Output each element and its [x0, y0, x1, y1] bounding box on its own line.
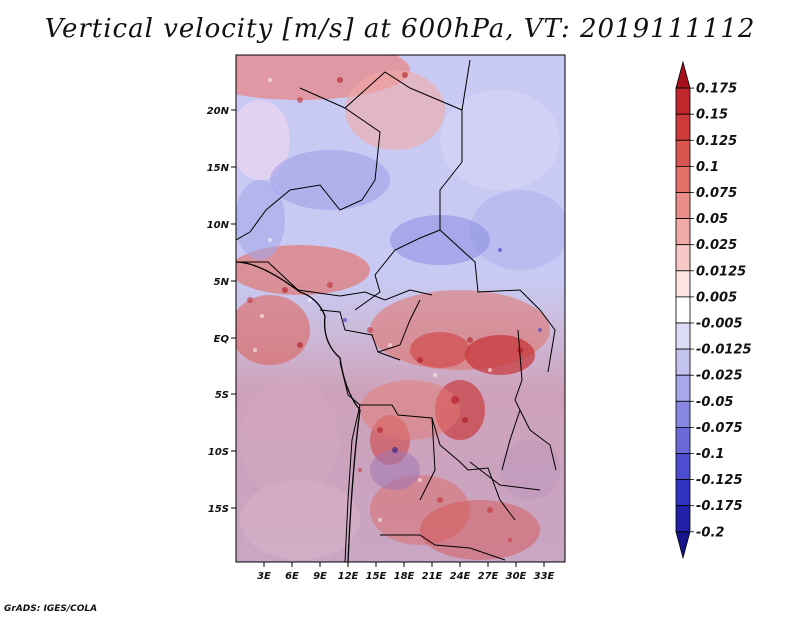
colorbar-label: 0.005	[696, 290, 737, 305]
lat-label: 20N	[207, 106, 230, 117]
lat-label: 10N	[207, 220, 230, 231]
colorbar-label: 0.15	[696, 108, 728, 123]
colorbar-label: -0.075	[696, 421, 743, 436]
colorbar-label: 0.05	[696, 212, 728, 227]
country-borders	[236, 59, 557, 562]
colorbar-segment	[675, 400, 691, 428]
coastline	[236, 261, 361, 562]
colorbar-segment	[675, 192, 691, 220]
colorbar-segment	[675, 426, 691, 454]
colorbar-segment	[675, 113, 691, 141]
colorbar-segment	[675, 505, 691, 533]
map-title: Vertical velocity [m/s] at 600hPa, VT: 2…	[44, 14, 756, 44]
lon-label: 6E	[285, 571, 299, 582]
colorbar-segment	[675, 244, 691, 272]
lat-label: 5S	[215, 390, 229, 401]
longitude-axis: 3E 6E 9E 12E 15E 18E 21E 24E 27E 30E 33E	[257, 562, 555, 582]
colorbar-label: 0.175	[696, 82, 737, 97]
colorbar-label: 0.1	[696, 160, 719, 175]
lon-label: 3E	[257, 571, 271, 582]
velocity-field	[236, 55, 565, 562]
colorbar-segment	[675, 453, 691, 481]
lon-label: 12E	[338, 571, 359, 582]
colorbar-segment	[675, 218, 691, 246]
colorbar-label: -0.125	[696, 473, 743, 488]
colorbar: 0.175 0.15 0.125 0.1 0.075 0.05 0.025 0.0125 0.0…	[675, 60, 752, 560]
colorbar-label: 0.0125	[696, 264, 746, 279]
lon-label: 30E	[506, 571, 527, 582]
colorbar-segment	[675, 296, 691, 324]
colorbar-label: -0.005	[696, 317, 743, 332]
lon-label: 33E	[534, 571, 555, 582]
colorbar-label: 0.125	[696, 134, 737, 149]
colorbar-segment	[675, 270, 691, 298]
lat-label: 10S	[208, 447, 229, 458]
grads-credit: GrADS: IGES/COLA	[4, 604, 98, 614]
lon-label: 18E	[394, 571, 415, 582]
lat-label: 15S	[208, 504, 229, 515]
colorbar-segment	[675, 87, 691, 115]
colorbar-bottom-arrow	[675, 531, 691, 560]
lon-label: 9E	[313, 571, 327, 582]
lon-label: 15E	[366, 571, 387, 582]
colorbar-label: -0.2	[696, 525, 724, 540]
colorbar-segment	[675, 374, 691, 402]
colorbar-segment	[675, 348, 691, 376]
colorbar-label: -0.05	[696, 395, 733, 410]
colorbar-top-arrow	[675, 60, 691, 89]
colorbar-segment	[675, 322, 691, 350]
lon-label: 21E	[422, 571, 443, 582]
lon-label: 27E	[478, 571, 499, 582]
colorbar-label: 0.075	[696, 186, 737, 201]
colorbar-label: -0.025	[696, 369, 743, 384]
latitude-axis: 20N 15N 10N 5N EQ 5S 10S 15S	[207, 106, 236, 515]
lon-label: 24E	[450, 571, 471, 582]
lat-label: 5N	[214, 277, 230, 288]
colorbar-label: -0.175	[696, 499, 743, 514]
map-frame	[235, 54, 566, 563]
colorbar-label: -0.1	[696, 447, 724, 462]
colorbar-segment	[675, 165, 691, 193]
map-panel: 20N 15N 10N 5N EQ 5S 10S 15S 3E 6E 9E 12…	[207, 54, 566, 582]
colorbar-label: 0.025	[696, 238, 737, 253]
lat-label: 15N	[207, 163, 230, 174]
colorbar-segment	[675, 139, 691, 167]
colorbar-segment	[675, 479, 691, 507]
colorbar-label: -0.0125	[696, 343, 752, 358]
lat-label: EQ	[214, 334, 230, 345]
